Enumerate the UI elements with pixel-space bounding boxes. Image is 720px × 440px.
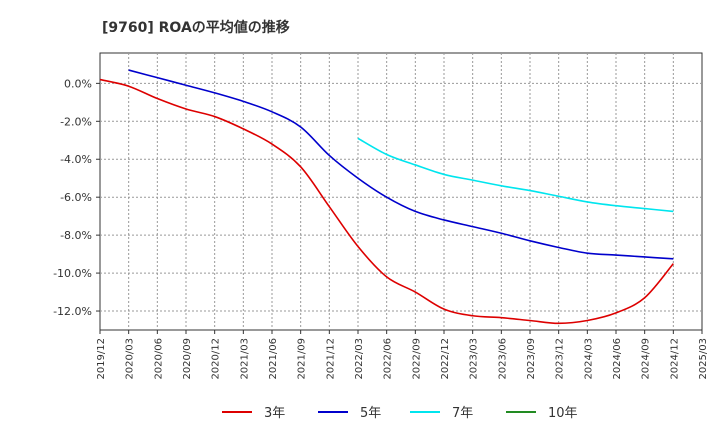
y-axis-tick-labels: 0.0% -2.0% -4.0% -6.0% -8.0% -10.0% -12.0% bbox=[53, 77, 100, 318]
y-tick-label: -2.0% bbox=[60, 115, 92, 128]
x-tick-label: 2024/03 bbox=[583, 338, 594, 380]
y-tick-label: -4.0% bbox=[60, 153, 92, 166]
legend-label-2: 5年 bbox=[360, 406, 381, 421]
x-tick-label: 2023/09 bbox=[526, 338, 537, 380]
series-lines bbox=[99, 69, 674, 325]
x-tick-label: 2024/09 bbox=[641, 338, 652, 380]
x-tick-label: 2021/12 bbox=[325, 338, 336, 380]
x-tick-label: 2022/12 bbox=[440, 338, 451, 380]
x-axis-tick-labels: 2019/12 2020/03 2020/06 2020/09 2020/12 2021/… bbox=[96, 330, 709, 380]
legend-label-1: 3年 bbox=[264, 406, 285, 421]
x-tick-label: 2020/09 bbox=[182, 338, 193, 380]
legend-label-4: 10年 bbox=[548, 406, 578, 421]
x-tick-label: 2021/03 bbox=[239, 338, 250, 380]
y-tick-label: -10.0% bbox=[53, 267, 92, 280]
x-tick-label: 2022/03 bbox=[354, 338, 365, 380]
x-tick-label: 2020/06 bbox=[153, 338, 164, 380]
x-tick-label: 2025/03 bbox=[698, 338, 709, 380]
series-line-3 bbox=[357, 137, 674, 213]
plot-area bbox=[99, 52, 703, 331]
x-tick-label: 2020/12 bbox=[211, 338, 222, 380]
x-tick-label: 2021/06 bbox=[268, 338, 279, 380]
x-tick-label: 2020/03 bbox=[125, 338, 136, 380]
x-tick-label: 2023/12 bbox=[555, 338, 566, 380]
x-tick-label: 2019/12 bbox=[96, 338, 107, 380]
x-tick-label: 2022/09 bbox=[411, 338, 422, 380]
series-line-2 bbox=[128, 69, 674, 260]
x-tick-label: 2023/03 bbox=[469, 338, 480, 380]
y-tick-label: -8.0% bbox=[60, 229, 92, 242]
legend: 3年 5年 7年 10年 bbox=[222, 406, 578, 421]
legend-label-3: 7年 bbox=[452, 406, 473, 421]
series-line-1 bbox=[99, 78, 674, 325]
y-tick-label: 0.0% bbox=[64, 77, 92, 90]
y-tick-label: -6.0% bbox=[60, 191, 92, 204]
x-tick-label: 2021/09 bbox=[297, 338, 308, 380]
x-tick-label: 2024/12 bbox=[669, 338, 680, 380]
y-tick-label: -12.0% bbox=[53, 305, 92, 318]
horizontal-gridlines bbox=[100, 82, 702, 312]
x-tick-label: 2024/06 bbox=[612, 338, 623, 380]
x-tick-label: 2023/06 bbox=[497, 338, 508, 380]
x-tick-label: 2022/06 bbox=[383, 338, 394, 380]
chart-title: [9760] ROAの平均値の推移 bbox=[102, 19, 290, 36]
